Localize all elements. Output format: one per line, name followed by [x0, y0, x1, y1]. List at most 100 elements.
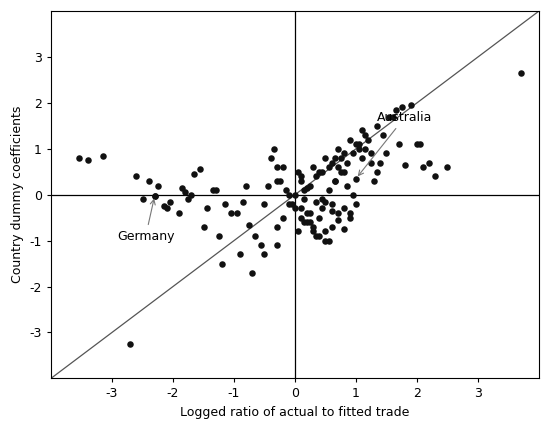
Point	[388, 113, 397, 120]
Point	[373, 123, 382, 129]
Point	[351, 200, 360, 207]
Text: Germany: Germany	[117, 200, 174, 243]
Point	[397, 104, 406, 111]
Point	[266, 154, 275, 161]
Point	[150, 192, 159, 199]
Point	[333, 217, 342, 224]
Point	[288, 200, 296, 207]
Point	[296, 205, 305, 212]
Point	[221, 200, 229, 207]
Point	[358, 154, 366, 161]
Point	[343, 182, 351, 189]
Point	[272, 242, 281, 249]
Point	[144, 178, 153, 184]
Point	[349, 191, 358, 198]
Point	[376, 159, 385, 166]
Point	[163, 205, 172, 212]
Point	[379, 132, 388, 138]
Point	[361, 132, 370, 138]
Point	[431, 173, 439, 180]
Point	[516, 70, 525, 77]
Point	[294, 168, 302, 175]
Point	[302, 219, 311, 226]
Point	[202, 205, 211, 212]
Point	[321, 228, 330, 235]
Point	[318, 205, 327, 212]
Point	[358, 127, 366, 134]
Point	[227, 210, 235, 217]
Point	[315, 233, 324, 240]
Point	[443, 164, 452, 171]
Point	[306, 210, 315, 217]
Point	[270, 145, 278, 152]
X-axis label: Logged ratio of actual to fitted trade: Logged ratio of actual to fitted trade	[180, 406, 410, 419]
Point	[276, 178, 284, 184]
Point	[367, 150, 376, 157]
Point	[302, 184, 311, 191]
Point	[330, 178, 339, 184]
Point	[327, 207, 336, 214]
Point	[327, 200, 336, 207]
Point	[245, 221, 254, 228]
Point	[315, 168, 324, 175]
Point	[370, 178, 378, 184]
Point	[296, 178, 305, 184]
Point	[327, 159, 336, 166]
Point	[300, 187, 309, 194]
Point	[296, 173, 305, 180]
Point	[406, 102, 415, 109]
Point	[321, 237, 330, 244]
Point	[257, 242, 266, 249]
Point	[284, 200, 293, 207]
Point	[336, 154, 345, 161]
Point	[394, 141, 403, 147]
Point	[364, 136, 372, 143]
Point	[300, 219, 309, 226]
Point	[351, 175, 360, 182]
Point	[184, 196, 192, 203]
Point	[416, 141, 425, 147]
Point	[290, 205, 299, 212]
Point	[132, 173, 141, 180]
Point	[324, 164, 333, 171]
Text: Australia: Australia	[359, 111, 433, 175]
Point	[278, 214, 287, 221]
Point	[138, 196, 147, 203]
Point	[315, 214, 324, 221]
Point	[251, 233, 260, 240]
Point	[272, 224, 281, 230]
Point	[309, 164, 318, 171]
Point	[345, 210, 354, 217]
Point	[339, 150, 348, 157]
Point	[345, 136, 354, 143]
Point	[373, 168, 382, 175]
Point	[349, 150, 358, 157]
Point	[211, 187, 220, 194]
Point	[312, 198, 321, 205]
Point	[83, 157, 92, 164]
Point	[236, 251, 245, 258]
Point	[214, 233, 223, 240]
Point	[153, 182, 162, 189]
Point	[290, 191, 299, 198]
Point	[419, 164, 427, 171]
Point	[263, 182, 272, 189]
Point	[391, 106, 400, 113]
Point	[306, 219, 315, 226]
Point	[126, 341, 135, 347]
Point	[181, 189, 190, 196]
Point	[343, 159, 351, 166]
Point	[318, 168, 327, 175]
Point	[400, 161, 409, 168]
Point	[309, 224, 318, 230]
Point	[175, 210, 184, 217]
Point	[300, 196, 309, 203]
Point	[339, 168, 348, 175]
Point	[217, 260, 226, 267]
Point	[302, 210, 311, 217]
Y-axis label: Country dummy coefficients: Country dummy coefficients	[11, 106, 24, 283]
Point	[296, 214, 305, 221]
Point	[178, 184, 186, 191]
Point	[385, 113, 394, 120]
Point	[208, 187, 217, 194]
